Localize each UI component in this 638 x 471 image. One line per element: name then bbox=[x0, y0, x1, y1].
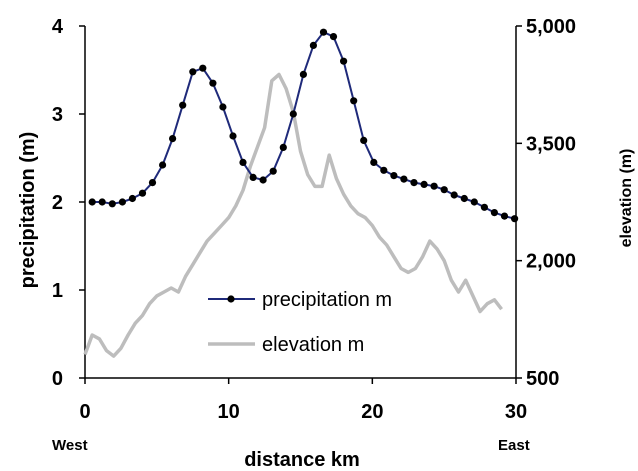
legend-marker-precipitation bbox=[227, 295, 235, 303]
precipitation-point bbox=[340, 57, 348, 65]
y-left-tick-label: 0 bbox=[52, 368, 63, 390]
precipitation-point bbox=[128, 194, 136, 203]
legend-label-precipitation: precipitation m bbox=[262, 289, 392, 311]
precipitation-point bbox=[108, 200, 116, 208]
precipitation-point bbox=[390, 172, 398, 180]
legend-label-elevation: elevation m bbox=[262, 334, 364, 356]
x-axis-title: distance km bbox=[244, 449, 360, 471]
y-left-tick-label: 2 bbox=[52, 192, 63, 214]
precipitation-point bbox=[239, 158, 247, 166]
precipitation-point bbox=[360, 136, 368, 144]
precipitation-point bbox=[420, 180, 428, 188]
legend: precipitation m elevation m bbox=[208, 289, 392, 356]
precipitation-point bbox=[440, 186, 448, 194]
precipitation-point bbox=[269, 167, 277, 175]
precipitation-point bbox=[370, 158, 378, 166]
y-axis-right-title: elevation (m) bbox=[618, 149, 635, 248]
y-right-tick-label: 5,000 bbox=[526, 16, 576, 38]
precipitation-point bbox=[249, 173, 257, 181]
precipitation-point bbox=[159, 161, 167, 169]
precipitation-point bbox=[169, 135, 177, 143]
precipitation-point bbox=[138, 189, 147, 197]
precipitation-point bbox=[350, 97, 358, 105]
precipitation-point bbox=[299, 70, 307, 78]
precipitation-point bbox=[179, 101, 187, 109]
precipitation-point bbox=[510, 215, 519, 223]
precipitation-point bbox=[400, 175, 408, 183]
y-right-tick-label: 500 bbox=[526, 368, 559, 390]
y-right-tick-label: 3,500 bbox=[526, 133, 576, 155]
precipitation-point bbox=[189, 68, 197, 76]
y-right-tick-label: 2,000 bbox=[526, 251, 576, 273]
x-tick-label: 30 bbox=[505, 401, 527, 423]
precipitation-point bbox=[490, 209, 498, 217]
y-left-tick-label: 4 bbox=[52, 16, 64, 38]
y-axis-left-title: precipitation (m) bbox=[17, 132, 39, 289]
precipitation-point bbox=[148, 179, 157, 187]
precipitation-point bbox=[209, 79, 217, 87]
precipitation-point bbox=[329, 33, 338, 41]
precipitation-point bbox=[480, 203, 488, 211]
precipitation-point bbox=[279, 143, 287, 151]
precipitation-point bbox=[309, 41, 317, 50]
x-tick-label: 20 bbox=[361, 401, 383, 423]
precipitation-point bbox=[118, 198, 126, 206]
precipitation-point bbox=[219, 103, 227, 111]
precipitation-point bbox=[450, 191, 458, 199]
precipitation-point bbox=[500, 212, 509, 220]
precipitation-point bbox=[88, 198, 96, 206]
precipitation-point bbox=[470, 198, 478, 206]
y-left-tick-label: 3 bbox=[52, 104, 63, 126]
precipitation-point bbox=[199, 64, 207, 72]
precipitation-point bbox=[410, 179, 418, 187]
x-tick-label: 10 bbox=[218, 401, 240, 423]
y-left-tick-label: 1 bbox=[52, 280, 63, 302]
series-line-precipitation bbox=[92, 31, 515, 220]
precipitation-point bbox=[430, 182, 438, 190]
precipitation-point bbox=[319, 28, 328, 36]
series-layer bbox=[83, 28, 519, 358]
ticks-layer: 0 1 2 3 4 500 2,000 3,500 5,000 0 10 20 30 bbox=[52, 16, 576, 423]
x-side-label-east: East bbox=[498, 437, 530, 454]
precipitation-point bbox=[98, 198, 106, 206]
precipitation-point bbox=[229, 132, 237, 140]
x-tick-label: 0 bbox=[79, 401, 90, 423]
x-side-label-west: West bbox=[52, 437, 88, 454]
precipitation-point bbox=[380, 166, 388, 174]
precipitation-point bbox=[289, 110, 297, 118]
precipitation-point bbox=[460, 194, 468, 203]
precipitation-point bbox=[259, 176, 267, 184]
